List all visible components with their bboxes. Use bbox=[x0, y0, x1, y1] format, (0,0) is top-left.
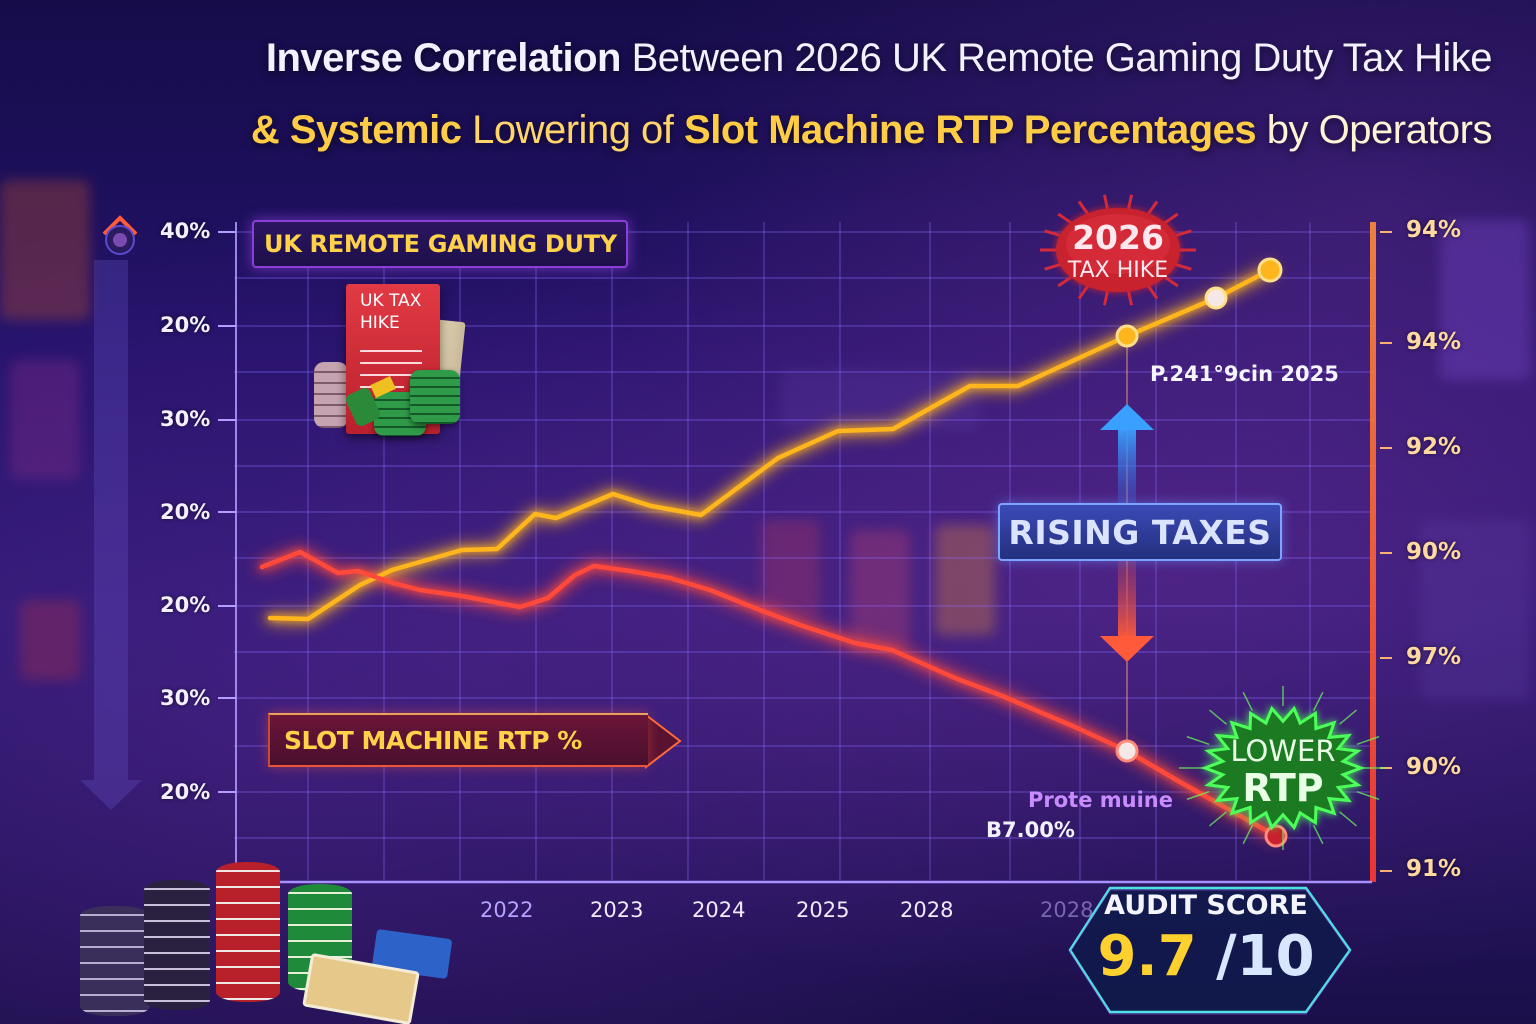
title-rest: Between 2026 UK Remote Gaming Duty Tax H… bbox=[631, 36, 1493, 80]
doc-title-line-2: HIKE bbox=[360, 313, 400, 333]
tax-hike-callout: 2026 TAX HIKE bbox=[1042, 200, 1194, 304]
falling-arrow-icon bbox=[1100, 560, 1154, 662]
x-tick-label: 2028 bbox=[1040, 898, 1094, 922]
annotation-upper: P.241°9cin 2025 bbox=[1150, 362, 1339, 386]
left-axis-ticks bbox=[218, 231, 236, 793]
title-gold-2: Slot Machine RTP Percentages bbox=[684, 108, 1257, 152]
bg-slot-screen-3 bbox=[935, 525, 995, 635]
title-plain-2: by Operators bbox=[1266, 108, 1493, 152]
bg-light-1 bbox=[0, 180, 90, 320]
bg-light-5 bbox=[1420, 520, 1530, 700]
rtp-legend-tip bbox=[645, 712, 682, 770]
legend-rtp: SLOT MACHINE RTP % bbox=[268, 713, 648, 767]
right-tick-label: 92% bbox=[1406, 434, 1462, 460]
title-plain-1: Lowering of bbox=[472, 108, 674, 152]
right-tick-label: 94% bbox=[1406, 329, 1462, 355]
chart-title-line-1: Inverse Correlation Between 2026 UK Remo… bbox=[265, 36, 1493, 81]
tax-hike-year: 2026 bbox=[1072, 218, 1164, 257]
audit-score-value: 9.7 /10 bbox=[1060, 924, 1352, 989]
right-tick-label: 90% bbox=[1406, 539, 1462, 565]
x-tick-label: 2022 bbox=[480, 898, 534, 922]
audit-score-badge: AUDIT SCORE 9.7 /10 bbox=[1060, 884, 1352, 1004]
title-gold-1: & Systemic bbox=[250, 108, 462, 152]
right-tick-label: 94% bbox=[1406, 217, 1462, 243]
left-tick-label: 30% bbox=[160, 686, 211, 710]
left-tick-label: 30% bbox=[160, 407, 211, 431]
right-tick-label: 97% bbox=[1406, 644, 1462, 670]
tax-hike-label: TAX HIKE bbox=[1067, 258, 1169, 283]
right-axis-line bbox=[1370, 222, 1376, 882]
audit-score-label: AUDIT SCORE bbox=[1104, 890, 1308, 921]
cash-stack-icon bbox=[344, 370, 466, 436]
lower-rtp-burst-icon bbox=[1179, 686, 1387, 850]
rising-taxes-callout: RISING TAXES bbox=[998, 503, 1282, 561]
bg-light-2 bbox=[10, 360, 80, 480]
left-tick-label: 40% bbox=[160, 219, 211, 243]
bg-light-3 bbox=[20, 600, 80, 680]
left-trend-arrow-icon bbox=[80, 260, 142, 810]
doc-title-line-1: UK TAX bbox=[360, 291, 422, 311]
chart-title-line-2: & Systemic Lowering of Slot Machine RTP … bbox=[250, 108, 1493, 153]
rising-arrow-icon bbox=[1100, 404, 1154, 506]
chip-stack-purple bbox=[80, 906, 150, 1016]
right-tick-label: 91% bbox=[1406, 856, 1462, 882]
x-tick-label: 2028 bbox=[900, 898, 954, 922]
data-point-marker bbox=[1115, 739, 1139, 763]
chip-stack-black bbox=[144, 880, 210, 1010]
data-point-marker bbox=[1204, 286, 1228, 310]
doc-text-line bbox=[360, 374, 422, 376]
tax-hike-burst-icon bbox=[1040, 194, 1196, 306]
audit-badge-frame bbox=[1068, 886, 1352, 1015]
doc-text-line bbox=[360, 362, 422, 364]
annotation-lower-label: Prote muine bbox=[1028, 788, 1173, 812]
audit-score-number: 9.7 bbox=[1097, 924, 1197, 989]
left-tick-label: 20% bbox=[160, 500, 211, 524]
bg-light-4 bbox=[1440, 220, 1530, 380]
lower-rtp-callout: LOWER RTP bbox=[1196, 700, 1370, 832]
left-tick-label: 20% bbox=[160, 780, 211, 804]
right-tick-label: 90% bbox=[1406, 754, 1462, 780]
x-tick-label: 2023 bbox=[590, 898, 644, 922]
annotation-lower-value: B7.00% bbox=[986, 818, 1075, 842]
lower-rtp-line-1: LOWER bbox=[1230, 734, 1336, 768]
data-point-marker bbox=[1115, 324, 1139, 348]
home-badge-icon bbox=[102, 215, 138, 255]
audit-score-denominator: /10 bbox=[1216, 924, 1315, 989]
tax-document-icon: UK TAX HIKE bbox=[314, 284, 470, 436]
lower-rtp-line-2: RTP bbox=[1242, 766, 1324, 810]
right-axis-ticks bbox=[1380, 231, 1392, 872]
doc-text-line bbox=[360, 350, 422, 352]
legend-duty: UK REMOTE GAMING DUTY bbox=[252, 220, 628, 268]
chip-stack-red bbox=[216, 862, 280, 1002]
bg-slot-screen-1 bbox=[760, 520, 820, 620]
title-bold-phrase: Inverse Correlation bbox=[265, 36, 622, 80]
left-tick-label: 20% bbox=[160, 313, 211, 337]
data-point-marker bbox=[1264, 824, 1288, 848]
coin-stack-icon bbox=[314, 362, 348, 428]
data-point-marker bbox=[1257, 257, 1283, 283]
bg-slot-screen-2 bbox=[850, 530, 910, 650]
left-tick-label: 20% bbox=[160, 593, 211, 617]
x-tick-label: 2025 bbox=[796, 898, 850, 922]
x-tick-label: 2024 bbox=[692, 898, 746, 922]
